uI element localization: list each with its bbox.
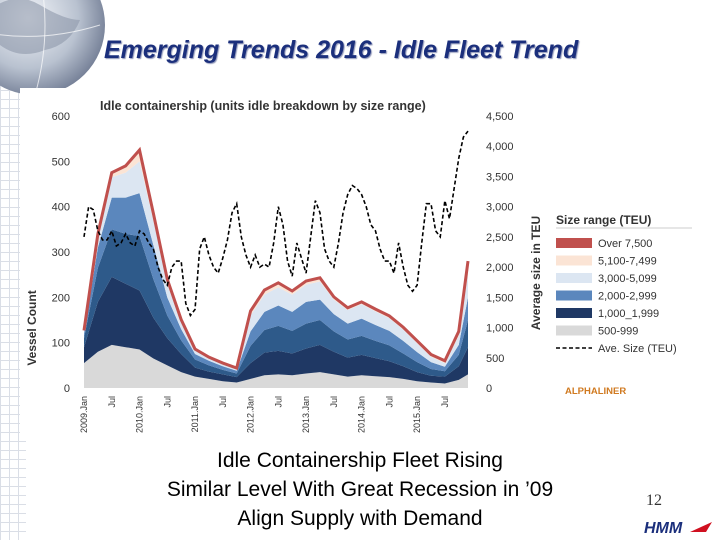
y2-tick-label: 1,500 bbox=[486, 292, 514, 304]
legend-swatch bbox=[556, 255, 592, 266]
x-tick-label: 2014.Jan bbox=[357, 396, 367, 433]
caption: Idle Containership Fleet Rising Similar … bbox=[100, 446, 620, 533]
y-axis-label: Vessel Count bbox=[25, 290, 39, 365]
y2-tick-label: 1,000 bbox=[486, 323, 514, 335]
x-tick-label: Jul bbox=[384, 396, 394, 408]
y-tick-label: 0 bbox=[64, 383, 70, 395]
stacked-areas bbox=[82, 146, 470, 388]
x-tick-label: 2015.Jan bbox=[412, 396, 422, 433]
legend-title: Size range (TEU) bbox=[556, 213, 651, 227]
x-tick-label: Jul bbox=[329, 396, 339, 408]
legend-swatch bbox=[556, 325, 592, 336]
y-tick-label: 500 bbox=[52, 156, 70, 168]
x-tick-label: 2012.Jan bbox=[246, 396, 256, 433]
y-tick-label: 300 bbox=[52, 247, 70, 259]
logo-mark bbox=[690, 522, 712, 532]
y2-tick-label: 3,500 bbox=[486, 171, 514, 183]
legend-label: Over 7,500 bbox=[598, 238, 652, 250]
y-tick-label: 600 bbox=[52, 111, 70, 123]
slide-title: Emerging Trends 2016 - Idle Fleet Trend bbox=[104, 36, 579, 64]
chart-title: Idle containership (units idle breakdown… bbox=[100, 99, 426, 113]
legend-label: Ave. Size (TEU) bbox=[598, 343, 677, 355]
avg-size-path bbox=[83, 130, 469, 318]
legend-label: 2,000-2,999 bbox=[598, 291, 657, 303]
legend-label: 1,000_1,999 bbox=[598, 308, 659, 320]
y2-tick-label: 2,500 bbox=[486, 232, 514, 244]
area-5-100-7-499 bbox=[84, 161, 468, 371]
legend-swatch bbox=[556, 308, 592, 318]
area-over-7500-band bbox=[82, 146, 470, 371]
legend-swatch bbox=[556, 238, 592, 248]
avg-size-line bbox=[83, 130, 469, 318]
area-over-7-500 bbox=[84, 150, 468, 369]
x-tick-label: Jul bbox=[218, 396, 228, 408]
y2-tick-label: 0 bbox=[486, 383, 492, 395]
y2-tick-label: 3,000 bbox=[486, 202, 514, 214]
y2-tick-label: 4,500 bbox=[486, 111, 514, 123]
area-2-000-2-999 bbox=[84, 229, 468, 378]
x-tick-label: 2011.Jan bbox=[190, 396, 200, 432]
y2-tick-label: 500 bbox=[486, 353, 504, 365]
y-tick-label: 100 bbox=[52, 338, 70, 350]
y2-axis-label: Average size in TEU bbox=[529, 216, 543, 330]
x-axis: 2009.Jan Jul 2010.Jan Jul 2011.Jan Jul 2012.Ja… bbox=[79, 396, 450, 433]
x-tick-label: Jul bbox=[162, 396, 172, 408]
x-tick-label: Jul bbox=[107, 396, 117, 408]
area-1-000-1-999 bbox=[84, 276, 468, 384]
source-label: ALPHALINER bbox=[565, 386, 626, 397]
area-500-999 bbox=[84, 344, 468, 388]
right-axis: 4,500 4,000 3,500 3,000 2,500 2,000 1,500 1,000… bbox=[486, 111, 514, 395]
caption-line-1: Idle Containership Fleet Rising bbox=[217, 449, 503, 472]
hmm-logo: HMM bbox=[644, 520, 712, 537]
x-tick-label: 2010.Jan bbox=[135, 396, 145, 433]
left-axis: 600 500 400 300 200 100 0 bbox=[52, 111, 70, 395]
legend-swatch bbox=[556, 290, 592, 301]
x-tick-label: Jul bbox=[440, 396, 450, 408]
idle-fleet-chart: Idle containership (units idle breakdown… bbox=[20, 88, 700, 440]
x-tick-label: Jul bbox=[273, 396, 283, 408]
globe-icon bbox=[0, 0, 105, 96]
legend-label: 3,000-5,099 bbox=[598, 273, 657, 285]
y2-tick-label: 2,000 bbox=[486, 262, 514, 274]
legend-label: 5,100-7,499 bbox=[598, 256, 657, 268]
legend-label: 500-999 bbox=[598, 326, 638, 338]
logo-text: HMM bbox=[644, 520, 683, 537]
x-tick-label: 2013.Jan bbox=[301, 396, 311, 433]
legend: Size range (TEU) Over 7,500 5,100-7,499 3,0… bbox=[556, 213, 692, 355]
y-tick-label: 200 bbox=[52, 292, 70, 304]
x-tick-label: 2009.Jan bbox=[79, 396, 89, 433]
legend-swatch bbox=[556, 273, 592, 283]
page-number: 12 bbox=[646, 492, 662, 509]
y2-tick-label: 4,000 bbox=[486, 141, 514, 153]
y-tick-label: 400 bbox=[52, 202, 70, 214]
caption-line-2: Similar Level With Great Recession in ’0… bbox=[166, 478, 554, 501]
caption-line-3: Align Supply with Demand bbox=[237, 507, 483, 530]
area-3-000-5-099 bbox=[84, 193, 468, 374]
